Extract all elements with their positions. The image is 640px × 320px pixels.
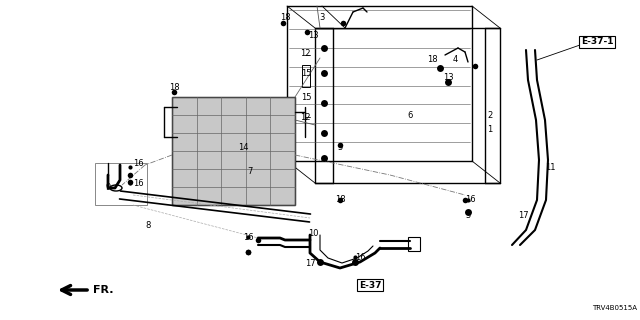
Text: 9: 9 [106, 183, 111, 193]
Text: 15: 15 [301, 93, 311, 102]
Text: E-37-1: E-37-1 [580, 37, 613, 46]
Text: 18: 18 [335, 196, 346, 204]
Text: 1: 1 [488, 125, 493, 134]
Text: 17: 17 [518, 211, 528, 220]
Text: 6: 6 [407, 110, 413, 119]
Text: 16: 16 [243, 233, 253, 242]
Text: 18: 18 [427, 55, 437, 65]
Text: 17: 17 [305, 259, 316, 268]
Text: 4: 4 [452, 55, 458, 65]
Text: 7: 7 [247, 167, 253, 177]
Text: 16: 16 [132, 158, 143, 167]
Text: 5: 5 [465, 211, 470, 220]
Text: E-37: E-37 [359, 281, 381, 290]
Bar [408, 237, 420, 251]
Bar [172, 97, 295, 205]
Text: 18: 18 [169, 84, 179, 92]
Text: 16: 16 [132, 179, 143, 188]
Text: 10: 10 [308, 228, 318, 237]
Text: 13: 13 [443, 74, 453, 83]
Text: FR.: FR. [93, 285, 113, 295]
Text: TRV4B0515A: TRV4B0515A [593, 305, 637, 311]
Text: 12: 12 [300, 49, 310, 58]
Text: 15: 15 [301, 68, 311, 77]
Text: 13: 13 [308, 30, 318, 39]
Text: 5: 5 [337, 143, 342, 153]
Text: 14: 14 [237, 143, 248, 153]
Bar [302, 65, 310, 87]
Text: 8: 8 [145, 220, 150, 229]
Text: 3: 3 [319, 13, 324, 22]
Text: 11: 11 [545, 164, 556, 172]
Text: 12: 12 [300, 113, 310, 122]
Text: 16: 16 [465, 196, 476, 204]
Text: 2: 2 [488, 110, 493, 119]
Text: 18: 18 [280, 13, 291, 22]
Text: 16: 16 [355, 253, 365, 262]
Bar [95, 163, 147, 205]
